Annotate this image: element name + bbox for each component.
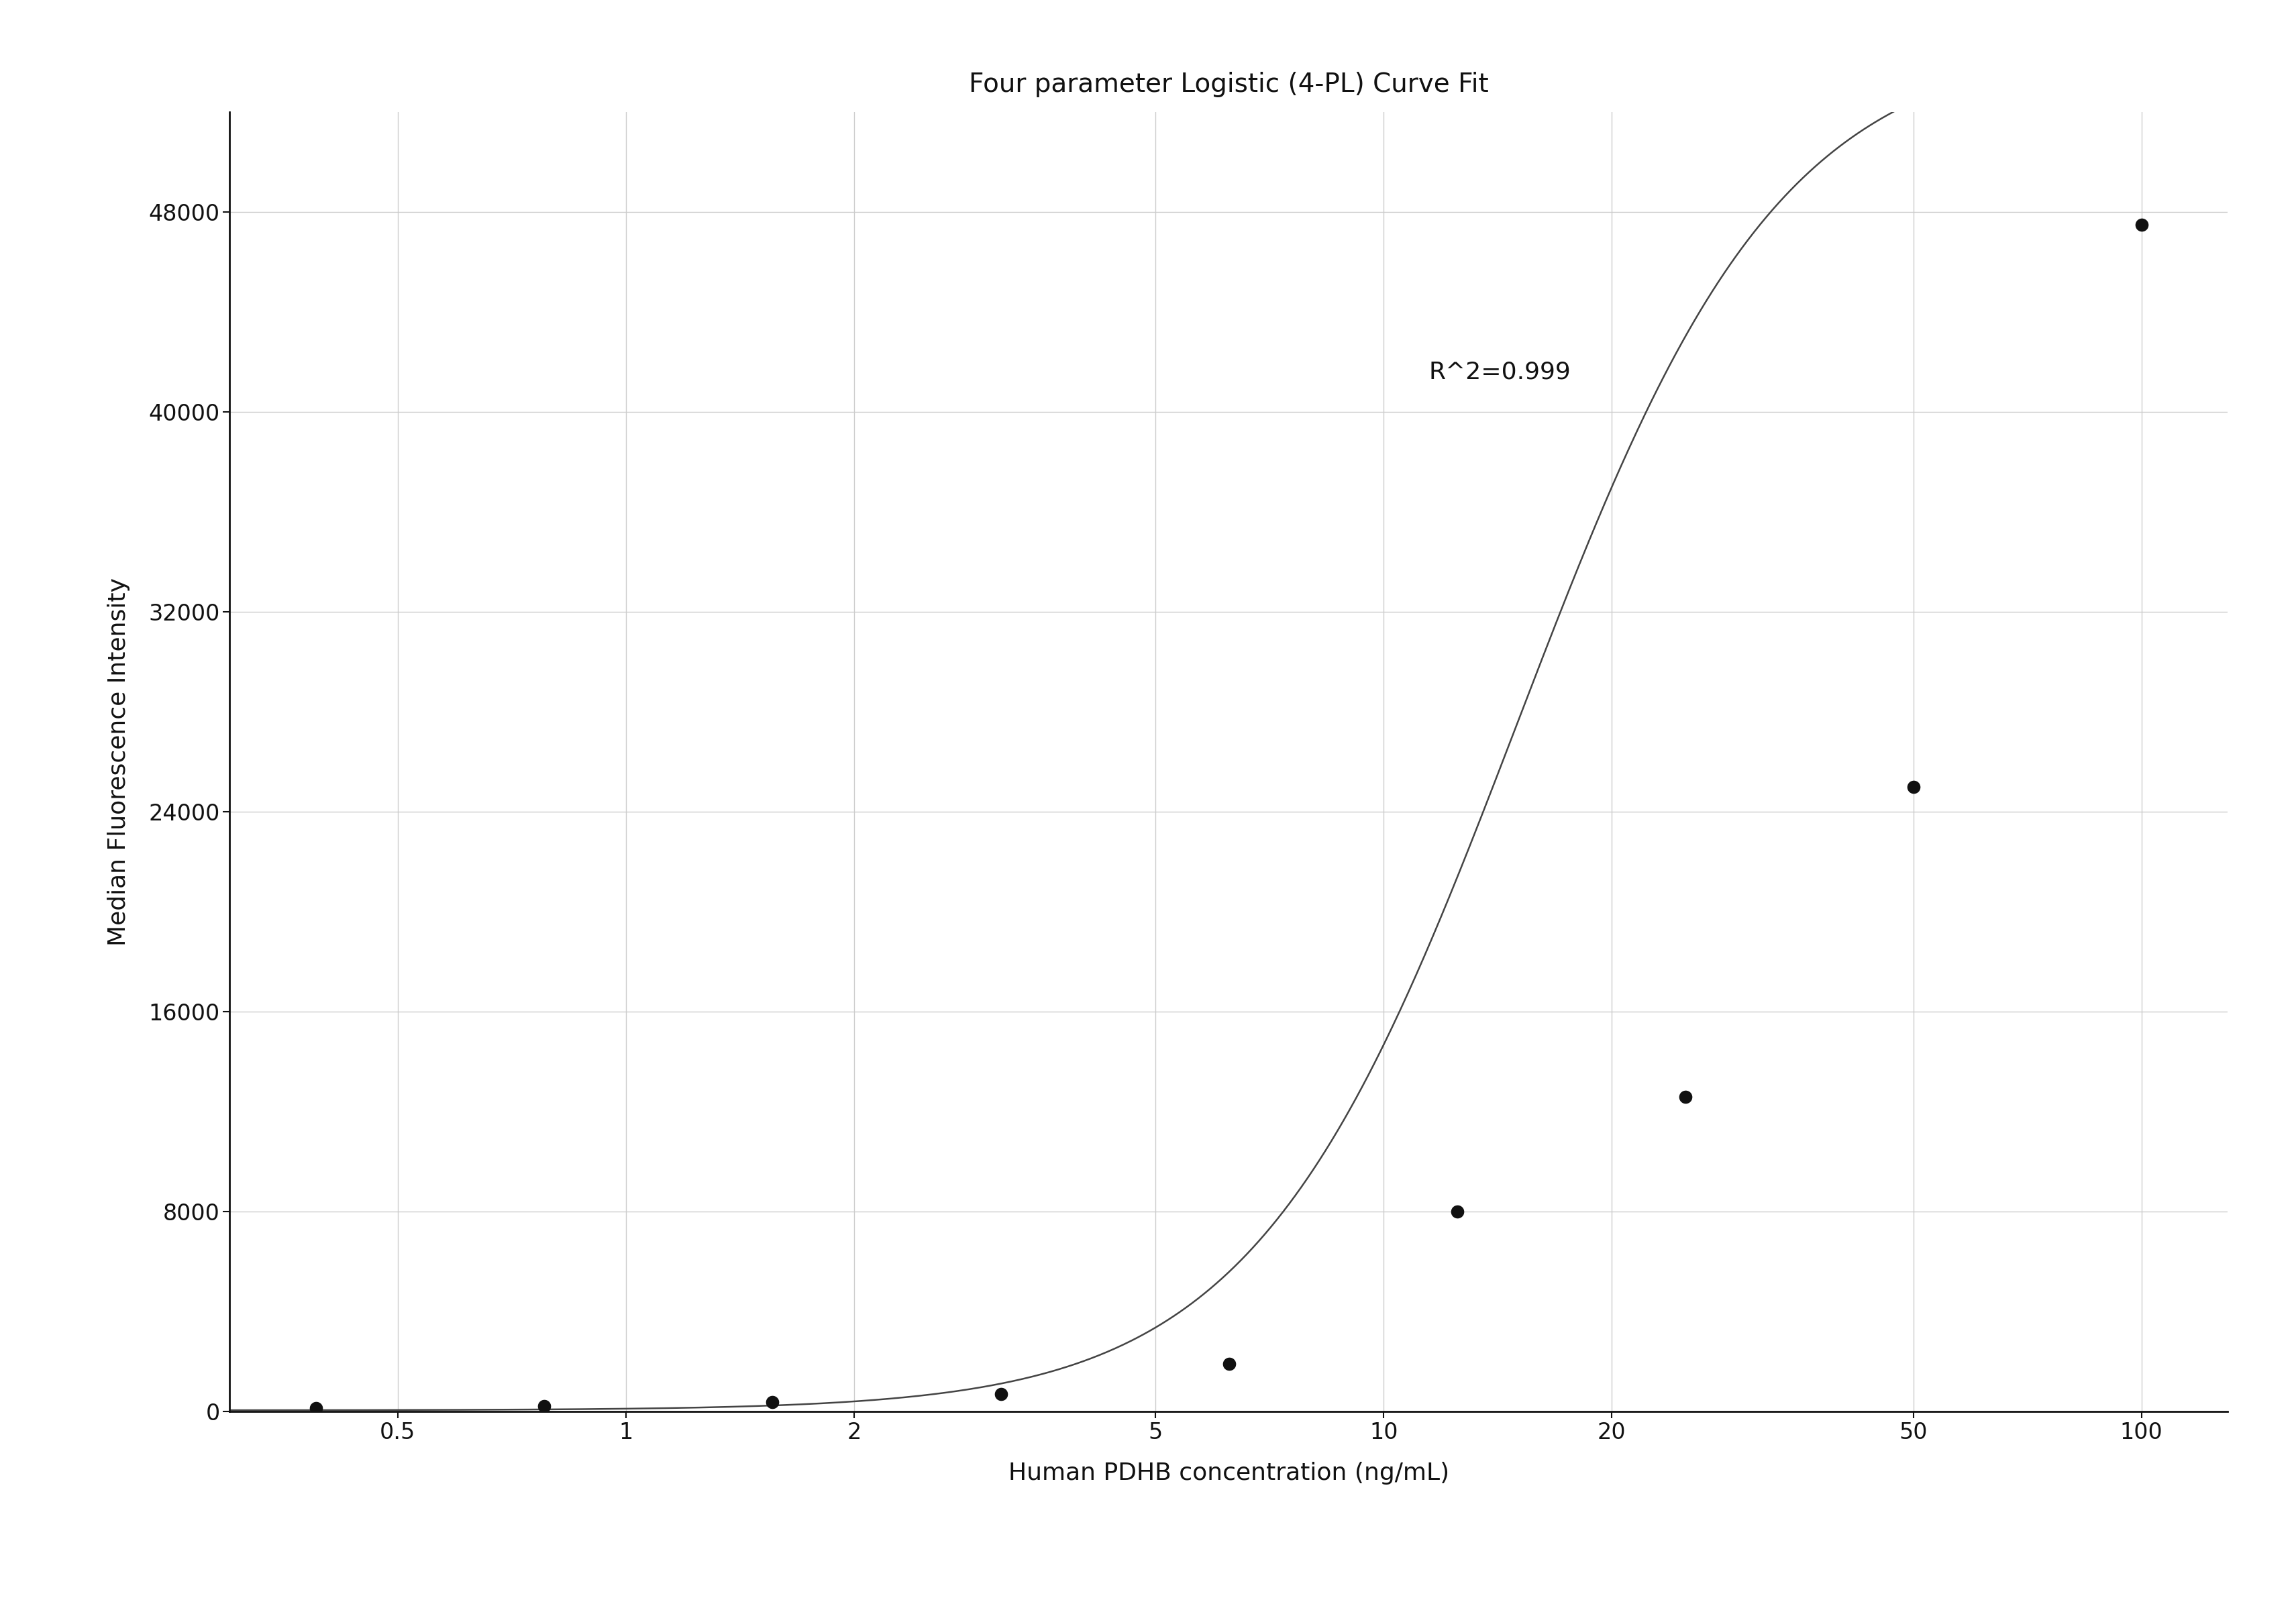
X-axis label: Human PDHB concentration (ng/mL): Human PDHB concentration (ng/mL) (1008, 1463, 1449, 1485)
Point (1210, 1351, 1247, 1376)
Point (1894, 775, 1931, 800)
Point (1667, 1084, 1704, 1110)
Title: Four parameter Logistic (4-PL) Curve Fit: Four parameter Logistic (4-PL) Curve Fit (969, 72, 1488, 98)
Y-axis label: Median Fluorescence Intensity: Median Fluorescence Intensity (108, 577, 131, 946)
Point (298, 1395, 335, 1421)
Point (526, 1394, 563, 1420)
Point (753, 1389, 790, 1415)
Point (983, 1381, 1019, 1407)
Point (2122, 212, 2158, 237)
Point (1437, 1198, 1474, 1224)
Text: R^2=0.999: R^2=0.999 (1428, 361, 1570, 383)
